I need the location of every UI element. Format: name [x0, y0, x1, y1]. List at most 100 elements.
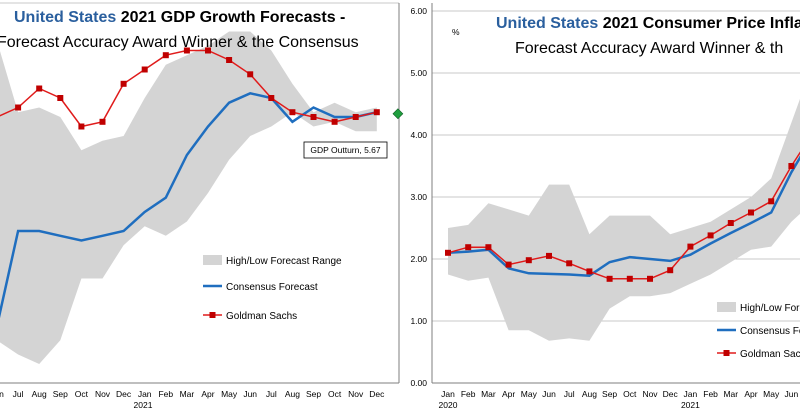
gdp-goldman-point	[162, 52, 169, 59]
cpi-title-rest: 2021 Consumer Price Infla	[603, 15, 800, 32]
cpi-y-tick-labels: 0.00 1.00 2.00 3.00 4.00 5.00 6.00	[410, 6, 427, 388]
cpi-year-label: 2020	[439, 400, 458, 410]
cpi-goldman-point	[748, 209, 754, 216]
gdp-legend-range-label: High/Low Forecast Range	[226, 256, 342, 267]
cpi-x-tick: Jun	[785, 389, 799, 399]
cpi-goldman-point	[727, 220, 734, 226]
cpi-legend-goldman-label: Goldman Sachs	[740, 349, 800, 360]
cpi-y-tick: 1.00	[410, 316, 427, 326]
cpi-chart-title: United States 2021 Consumer Price Infla	[496, 15, 800, 32]
cpi-x-tick: Sep	[602, 389, 617, 399]
cpi-x-tick-labels: Jan Feb Mar Apr May Jun Jul Aug Sep Oct Nov Dec Jan F…	[441, 389, 799, 399]
cpi-goldman-point	[788, 163, 795, 169]
cpi-goldman-markers	[445, 163, 795, 282]
cpi-goldman-point	[445, 249, 451, 256]
gdp-x-tick: Dec	[369, 389, 385, 399]
cpi-x-tick: May	[763, 389, 780, 399]
gdp-chart: Jan Jul Aug Sep Oct Nov Dec Jan Feb Mar Apr May Jun J…	[0, 2, 404, 410]
gdp-title-rest: 2021 GDP Growth Forecasts -	[121, 9, 346, 26]
gdp-x-tick: Dec	[116, 389, 132, 399]
cpi-y-unit-label: %	[452, 27, 460, 37]
cpi-x-tick: May	[521, 389, 538, 399]
cpi-x-tick: Feb	[461, 389, 476, 399]
gdp-goldman-point	[268, 95, 275, 101]
cpi-x-tick: Mar	[481, 389, 496, 399]
gdp-goldman-point	[120, 80, 127, 87]
cpi-x-tick: Feb	[703, 389, 718, 399]
cpi-goldman-point	[768, 198, 775, 205]
gdp-x-tick: Oct	[328, 389, 342, 399]
gdp-x-tick: Apr	[201, 389, 214, 399]
cpi-x-tick: Jul	[564, 389, 575, 399]
cpi-legend-goldman-marker	[723, 350, 730, 356]
cpi-x-tick: Jan	[684, 389, 698, 399]
cpi-goldman-point	[465, 244, 472, 251]
gdp-x-tick: Jan	[0, 389, 4, 399]
cpi-year-label: 2021	[681, 400, 700, 410]
cpi-x-tick: Jun	[542, 389, 556, 399]
cpi-x-tick: Jan	[441, 389, 455, 399]
gdp-x-tick: Feb	[158, 389, 173, 399]
gdp-forecast-range-band	[0, 31, 377, 364]
gdp-x-tick: Aug	[285, 389, 300, 399]
cpi-y-tick: 6.00	[410, 6, 427, 16]
cpi-year-labels: 2020 2021	[439, 400, 701, 410]
cpi-x-tick: Apr	[744, 389, 757, 399]
gdp-goldman-point	[57, 95, 64, 101]
cpi-y-tick: 5.00	[410, 68, 427, 78]
cpi-goldman-point	[687, 243, 694, 250]
gdp-goldman-point	[183, 47, 190, 54]
gdp-x-tick: Jan	[138, 389, 152, 399]
gdp-consensus-line	[0, 91, 378, 319]
cpi-x-tick: Oct	[623, 389, 637, 399]
gdp-goldman-point	[99, 118, 106, 125]
cpi-forecast-range-band	[448, 98, 800, 341]
gdp-goldman-point	[141, 66, 148, 73]
cpi-x-tick: Dec	[663, 389, 679, 399]
gdp-goldman-point	[352, 114, 359, 120]
gdp-outturn-marker	[392, 108, 404, 120]
cpi-goldman-point	[606, 275, 613, 282]
cpi-goldman-point	[647, 275, 653, 282]
gdp-legend-goldman-marker	[209, 312, 216, 318]
gdp-chart-title: United States 2021 GDP Growth Forecasts …	[14, 9, 345, 26]
cpi-goldman-point	[626, 275, 633, 282]
gdp-x-tick: Jul	[13, 389, 24, 399]
gdp-goldman-point	[205, 47, 211, 54]
cpi-goldman-point	[707, 232, 714, 239]
gdp-x-tick: Aug	[32, 389, 47, 399]
cpi-title-country: United States	[496, 15, 598, 32]
cpi-x-tick: Mar	[723, 389, 738, 399]
cpi-legend-consensus-label: Consensus Forecast	[740, 326, 800, 337]
cpi-x-tick: Apr	[502, 389, 515, 399]
gdp-goldman-point	[78, 123, 85, 130]
cpi-x-tick: Aug	[582, 389, 597, 399]
cpi-y-tick: 0.00	[410, 378, 427, 388]
gdp-outturn-callout-box	[303, 141, 388, 159]
gdp-goldman-point	[331, 118, 338, 125]
gdp-goldman-point	[226, 57, 233, 63]
gdp-x-tick: Jun	[243, 389, 257, 399]
cpi-goldman-point	[667, 267, 674, 274]
gdp-x-tick: Sep	[53, 389, 68, 399]
cpi-goldman-point	[485, 244, 492, 251]
gdp-x-tick-labels: Jan Jul Aug Sep Oct Nov Dec Jan Feb Mar Apr May Jun J…	[0, 389, 385, 399]
gdp-goldman-point	[310, 114, 317, 120]
gdp-x-tick: Oct	[75, 389, 89, 399]
gdp-x-tick: Nov	[95, 389, 111, 399]
cpi-consensus-line	[447, 155, 800, 277]
cpi-y-tick: 4.00	[410, 130, 427, 140]
gdp-goldman-point	[247, 71, 254, 78]
gdp-goldman-point	[36, 85, 43, 92]
cpi-legend-range-label: High/Low Forecast Range	[740, 303, 800, 314]
gdp-x-tick: Jul	[266, 389, 277, 399]
cpi-legend-range-swatch	[717, 302, 736, 312]
gdp-title-country: United States	[14, 9, 116, 26]
cpi-goldman-point	[525, 257, 532, 264]
gdp-legend-consensus-label: Consensus Forecast	[226, 282, 318, 293]
gdp-year-label: 2021	[134, 400, 153, 410]
gdp-chart-subtitle: Forecast Accuracy Award Winner & the Con…	[0, 34, 359, 51]
cpi-goldman-point	[546, 252, 552, 259]
gdp-x-tick: Sep	[306, 389, 321, 399]
cpi-y-tick: 2.00	[410, 254, 427, 264]
